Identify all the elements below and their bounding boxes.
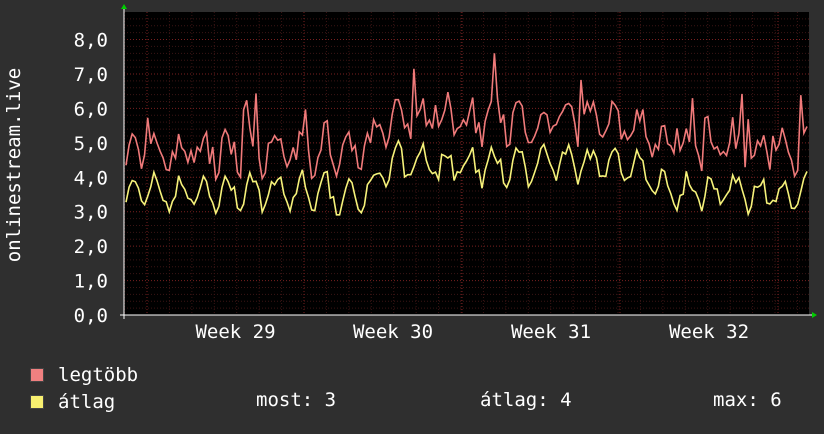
- stat-max: max: 6: [713, 389, 782, 411]
- series-line-max: [125, 53, 808, 183]
- legend-swatch-max: [30, 368, 44, 382]
- y-tick-label: 5,0: [74, 133, 108, 155]
- stat-avg: átlag: 4: [480, 389, 572, 411]
- series-line-avg: [125, 138, 808, 217]
- legend-item-avg: átlag: [30, 391, 115, 413]
- legend-label-max: legtöbb: [58, 364, 139, 386]
- y-tick-label: 7,0: [74, 64, 108, 86]
- y-tick-label: 4,0: [74, 167, 108, 189]
- x-tick-label: Week 29: [195, 321, 275, 343]
- y-tick-label: 3,0: [74, 202, 108, 224]
- legend-item-max: legtöbb: [30, 364, 138, 386]
- stat-now: most: 3: [256, 389, 337, 411]
- legend-swatch-avg: [30, 395, 44, 409]
- y-axis-label: onlinestream.live: [3, 68, 25, 262]
- y-tick-label: 1,0: [74, 271, 108, 293]
- legend-label-avg: átlag: [58, 391, 116, 413]
- y-tick-label: 8,0: [74, 30, 108, 52]
- y-tick-label: 6,0: [74, 98, 108, 120]
- series-group: [125, 53, 808, 217]
- x-tick-label: Week 31: [511, 321, 591, 343]
- axes: 0,0 1,0 2,0 3,0 4,0 5,0 6,0 7,0 8,0 Week 29 Week 3…: [74, 4, 817, 343]
- x-axis-arrow: [812, 312, 817, 318]
- y-axis-arrow: [121, 4, 127, 9]
- x-tick-label: Week 32: [669, 321, 749, 343]
- y-tick-label: 0,0: [74, 305, 108, 327]
- y-tick-label: 2,0: [74, 236, 108, 258]
- x-tick-label: Week 30: [353, 321, 433, 343]
